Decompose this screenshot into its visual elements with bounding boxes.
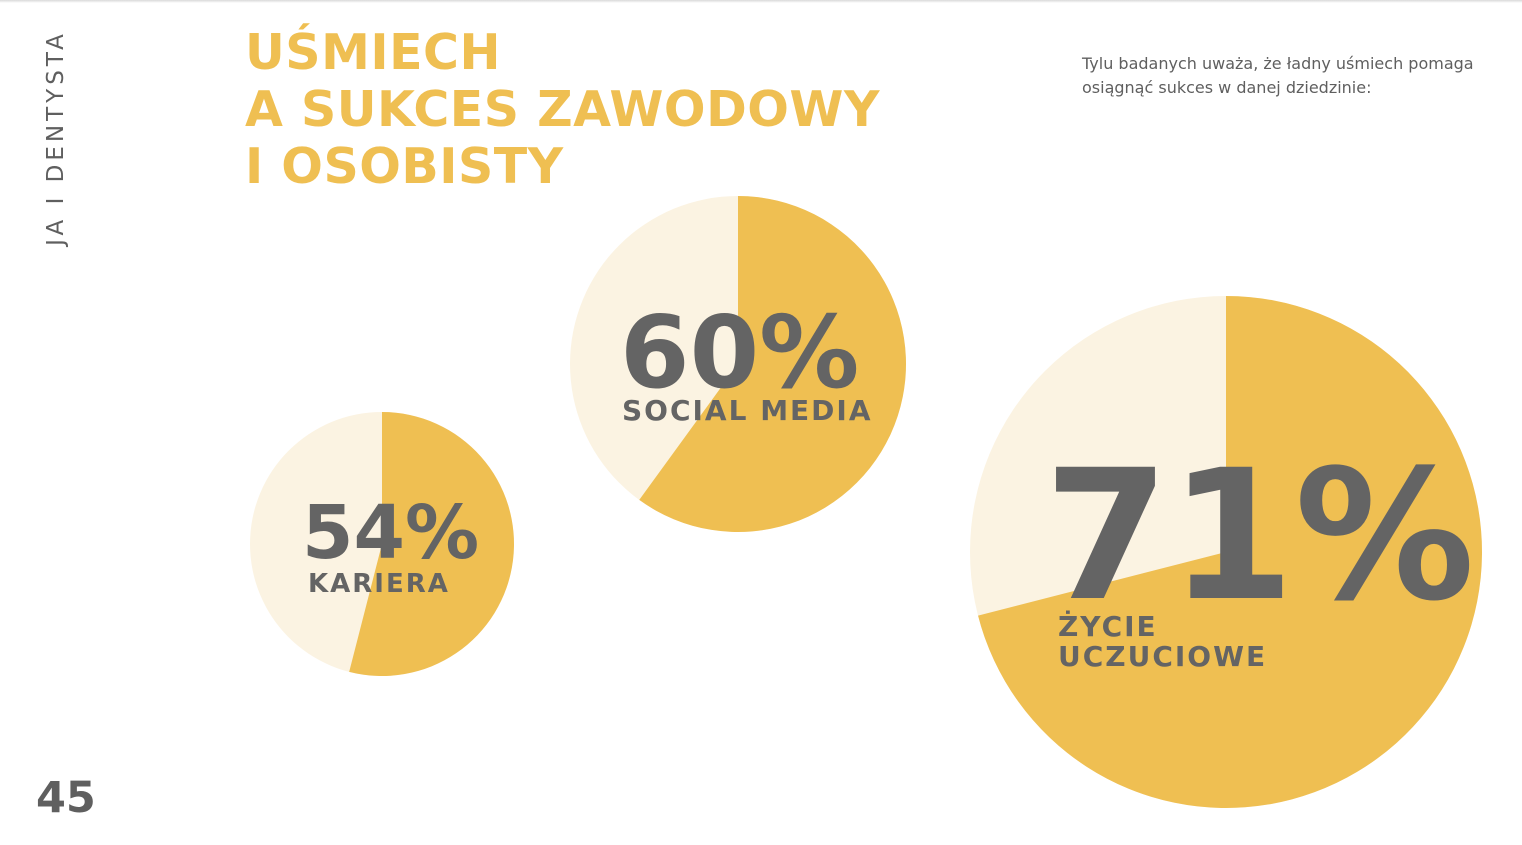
pie-category-label: KARIERA xyxy=(308,569,450,599)
pie-value-slice xyxy=(349,412,515,677)
pie-category-label: ŻYCIE xyxy=(1058,609,1158,643)
page-number: 45 xyxy=(36,773,96,823)
pie-chart-1: 54%KARIERA xyxy=(250,412,515,677)
pie-category-label: SOCIAL MEDIA xyxy=(622,394,873,427)
page-title: UŚMIECH A SUKCES ZAWODOWY I OSOBISTY xyxy=(245,24,880,195)
pie-value-slice xyxy=(978,296,1483,808)
title-line-1: UŚMIECH xyxy=(245,24,502,81)
title-line-2: A SUKCES ZAWODOWY xyxy=(245,81,880,138)
pie-chart-2: 60%SOCIAL MEDIA xyxy=(570,195,907,533)
intro-text: Tylu badanych uważa, że ładny uśmiech po… xyxy=(1082,54,1474,97)
pie-value-label: 54% xyxy=(302,490,479,576)
pie-value-slice xyxy=(639,195,907,533)
pie-value-label: 60% xyxy=(620,294,859,411)
title-line-3: I OSOBISTY xyxy=(245,138,564,195)
pie-value-label: 71% xyxy=(1044,432,1475,641)
top-rule xyxy=(0,0,1522,3)
pie-category-label: UCZUCIOWE xyxy=(1058,640,1267,673)
